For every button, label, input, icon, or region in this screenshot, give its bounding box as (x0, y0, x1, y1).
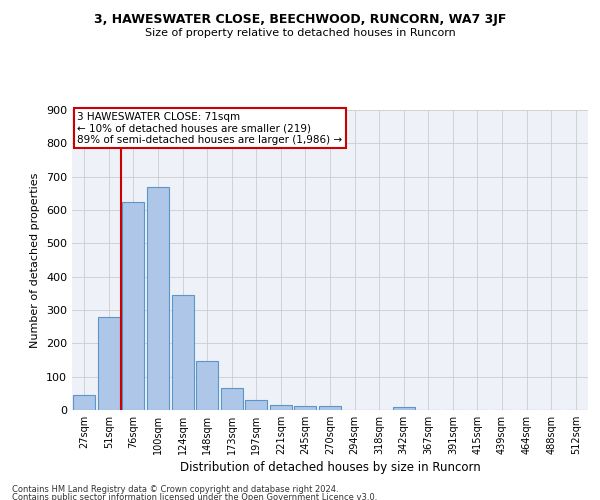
Text: Contains HM Land Registry data © Crown copyright and database right 2024.: Contains HM Land Registry data © Crown c… (12, 485, 338, 494)
Bar (73, 395, 95, 410)
Bar (221, 388, 243, 410)
Text: Contains public sector information licensed under the Open Government Licence v3: Contains public sector information licen… (12, 494, 377, 500)
Text: Distribution of detached houses by size in Runcorn: Distribution of detached houses by size … (179, 461, 481, 474)
Bar (98, 316, 120, 410)
Bar (172, 295, 194, 410)
Bar (319, 406, 341, 410)
Bar (196, 361, 218, 410)
Bar (147, 186, 169, 410)
Bar (295, 406, 316, 410)
Text: Size of property relative to detached houses in Runcorn: Size of property relative to detached ho… (145, 28, 455, 38)
Bar (245, 400, 268, 410)
Text: 3, HAWESWATER CLOSE, BEECHWOOD, RUNCORN, WA7 3JF: 3, HAWESWATER CLOSE, BEECHWOOD, RUNCORN,… (94, 12, 506, 26)
Bar (122, 202, 145, 410)
Bar (270, 404, 292, 410)
Y-axis label: Number of detached properties: Number of detached properties (31, 172, 40, 348)
Text: 3 HAWESWATER CLOSE: 71sqm
← 10% of detached houses are smaller (219)
89% of semi: 3 HAWESWATER CLOSE: 71sqm ← 10% of detac… (77, 112, 342, 144)
Bar (392, 406, 415, 410)
